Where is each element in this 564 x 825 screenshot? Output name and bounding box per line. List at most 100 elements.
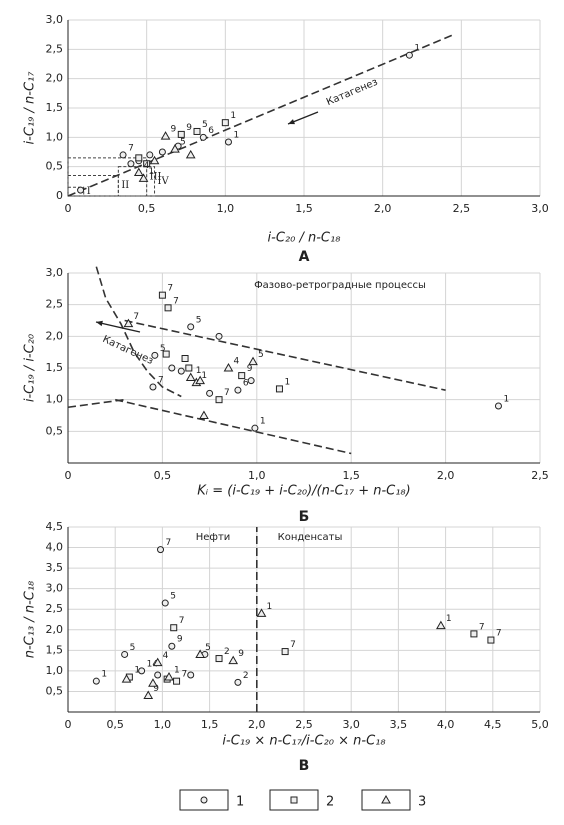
point-label: 6: [243, 379, 249, 389]
point: [185, 149, 196, 159]
point: [177, 130, 185, 138]
point: [123, 318, 134, 328]
point-label: 7: [173, 296, 179, 306]
point: [234, 386, 242, 394]
annotation: Катагенез: [325, 77, 380, 108]
arrow: [95, 321, 141, 333]
point: [168, 642, 176, 650]
point-label: 9: [177, 635, 183, 645]
x-tick-label: 2,0: [437, 469, 455, 482]
point: [148, 678, 158, 687]
x-tick-label: 1,5: [342, 469, 360, 482]
point: [181, 355, 189, 362]
point: [164, 672, 174, 681]
y-tick-label: 2,5: [46, 298, 64, 311]
y-tick-label: 1,0: [46, 130, 64, 143]
point: [187, 323, 195, 331]
point: [215, 655, 223, 663]
region-label: III: [150, 171, 162, 182]
legend-label: 1: [236, 795, 244, 810]
legend-box: [179, 789, 229, 811]
x-tick-label: 1,0: [248, 469, 266, 482]
arrow-head: [288, 119, 295, 125]
point: [143, 690, 154, 700]
point: [149, 383, 157, 391]
point-label: 5: [130, 643, 136, 653]
trend-line: [124, 319, 446, 391]
point-label: 7: [496, 629, 502, 639]
point-label: 7: [158, 376, 164, 386]
y-tick-label: 3,0: [46, 582, 64, 595]
region: [67, 157, 148, 197]
y-tick-label: 1,0: [46, 664, 64, 677]
point-label: 1: [284, 377, 290, 387]
point-label: 1: [101, 670, 107, 680]
point-label: 7: [479, 622, 485, 632]
y-tick-label: 3,0: [46, 13, 64, 26]
point: [221, 119, 229, 127]
x-tick-label: 3,0: [342, 718, 360, 731]
panel-label: В: [299, 758, 310, 774]
point-label: 5: [196, 315, 202, 325]
x-tick-label: 4,0: [437, 718, 455, 731]
point: [251, 424, 259, 432]
point: [92, 677, 100, 685]
panel-label: А: [299, 249, 310, 265]
point: [157, 546, 165, 554]
point: [381, 794, 391, 804]
point: [164, 304, 172, 312]
point: [275, 385, 283, 393]
y-tick-label: 0,5: [46, 424, 64, 437]
x-tick-label: 0: [65, 718, 72, 731]
point: [195, 649, 206, 658]
point-label: 5: [205, 643, 211, 653]
annotation: Нефти: [196, 532, 231, 543]
x-tick-label: 0,5: [106, 718, 124, 731]
point-label: 1: [414, 44, 420, 54]
x-tick-label: 0: [65, 202, 72, 215]
point-label: 7: [224, 388, 230, 398]
y-tick-label: 1,5: [46, 643, 64, 656]
point: [146, 151, 154, 159]
point: [187, 671, 195, 679]
x-axis-label: i-C₁₉ × n-C₁₇/i-C₂₀ × n-C₁₈: [222, 734, 385, 749]
point-label: 7: [182, 670, 188, 680]
legend-box: [361, 789, 411, 811]
x-tick-label: 2,0: [374, 202, 392, 215]
point-label: 5: [202, 120, 208, 130]
point: [185, 364, 193, 372]
region-label: I: [87, 186, 91, 197]
point: [206, 389, 214, 397]
point: [436, 620, 446, 630]
point-label: 1: [267, 602, 273, 612]
x-tick-label: 2,5: [295, 718, 313, 731]
point: [162, 350, 170, 358]
x-tick-label: 0,5: [154, 469, 172, 482]
point: [405, 51, 413, 59]
y-tick-label: 2,5: [46, 42, 64, 55]
y-tick-label: 0,5: [46, 160, 64, 173]
point-label: 2: [243, 671, 249, 681]
point-label: 7: [133, 312, 139, 322]
point: [247, 377, 255, 385]
point: [195, 375, 206, 385]
region: [117, 166, 156, 197]
panel-label: Б: [299, 509, 310, 525]
point-label: 4: [233, 357, 239, 367]
point-label: 5: [258, 350, 264, 360]
point: [173, 677, 181, 685]
point: [161, 599, 169, 607]
point: [158, 148, 166, 156]
point: [160, 131, 171, 140]
legend-label: 3: [418, 795, 426, 810]
point-label: 9: [153, 684, 159, 694]
point-label: 9: [238, 649, 244, 659]
x-tick-label: 2,5: [453, 202, 471, 215]
point-label: 1: [230, 111, 236, 121]
legend-label: 2: [326, 795, 334, 810]
point: [168, 364, 176, 372]
point-label: 1: [446, 614, 452, 624]
y-tick-label: 1,5: [46, 101, 64, 114]
point-label: 4: [144, 161, 150, 171]
